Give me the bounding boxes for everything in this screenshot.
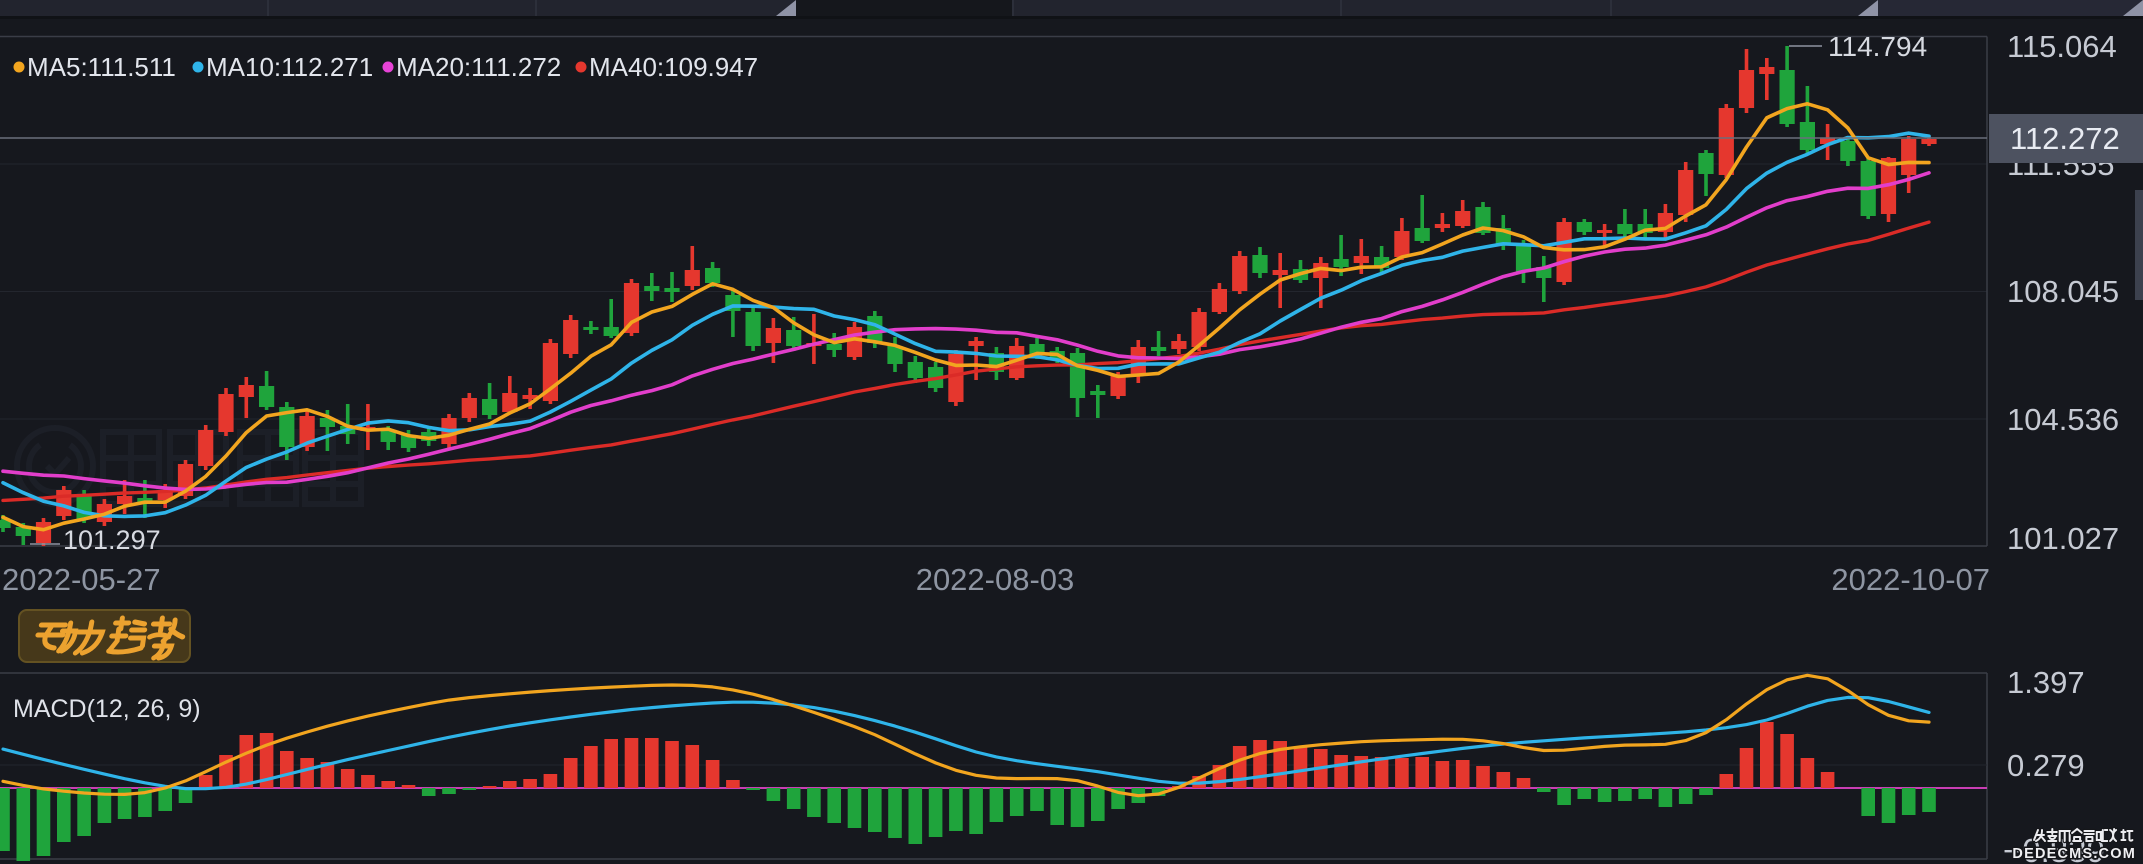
svg-text:MA10:112.271: MA10:112.271 [206, 52, 373, 82]
svg-text:1.397: 1.397 [2007, 665, 2085, 700]
svg-text:112.272: 112.272 [2010, 121, 2120, 156]
svg-text:MA20:111.272: MA20:111.272 [396, 52, 561, 82]
svg-text:MA5:111.511: MA5:111.511 [27, 52, 176, 82]
svg-text:101.027: 101.027 [2007, 521, 2119, 556]
svg-text:2022-08-03: 2022-08-03 [916, 562, 1075, 597]
svg-text:101.297: 101.297 [63, 525, 161, 555]
svg-text:DEDECMS.COM: DEDECMS.COM [2012, 846, 2136, 862]
svg-text:115.064: 115.064 [2007, 29, 2117, 64]
svg-text:114.794: 114.794 [1828, 31, 1927, 62]
svg-text:2022-10-07: 2022-10-07 [1831, 562, 1990, 597]
svg-text:MACD(12, 26, 9): MACD(12, 26, 9) [13, 695, 201, 723]
svg-text:104.536: 104.536 [2007, 402, 2119, 437]
svg-text:108.045: 108.045 [2007, 274, 2119, 309]
svg-text:MA40:109.947: MA40:109.947 [589, 52, 758, 82]
svg-text:0.279: 0.279 [2007, 748, 2085, 783]
svg-text:2022-05-27: 2022-05-27 [2, 562, 161, 597]
